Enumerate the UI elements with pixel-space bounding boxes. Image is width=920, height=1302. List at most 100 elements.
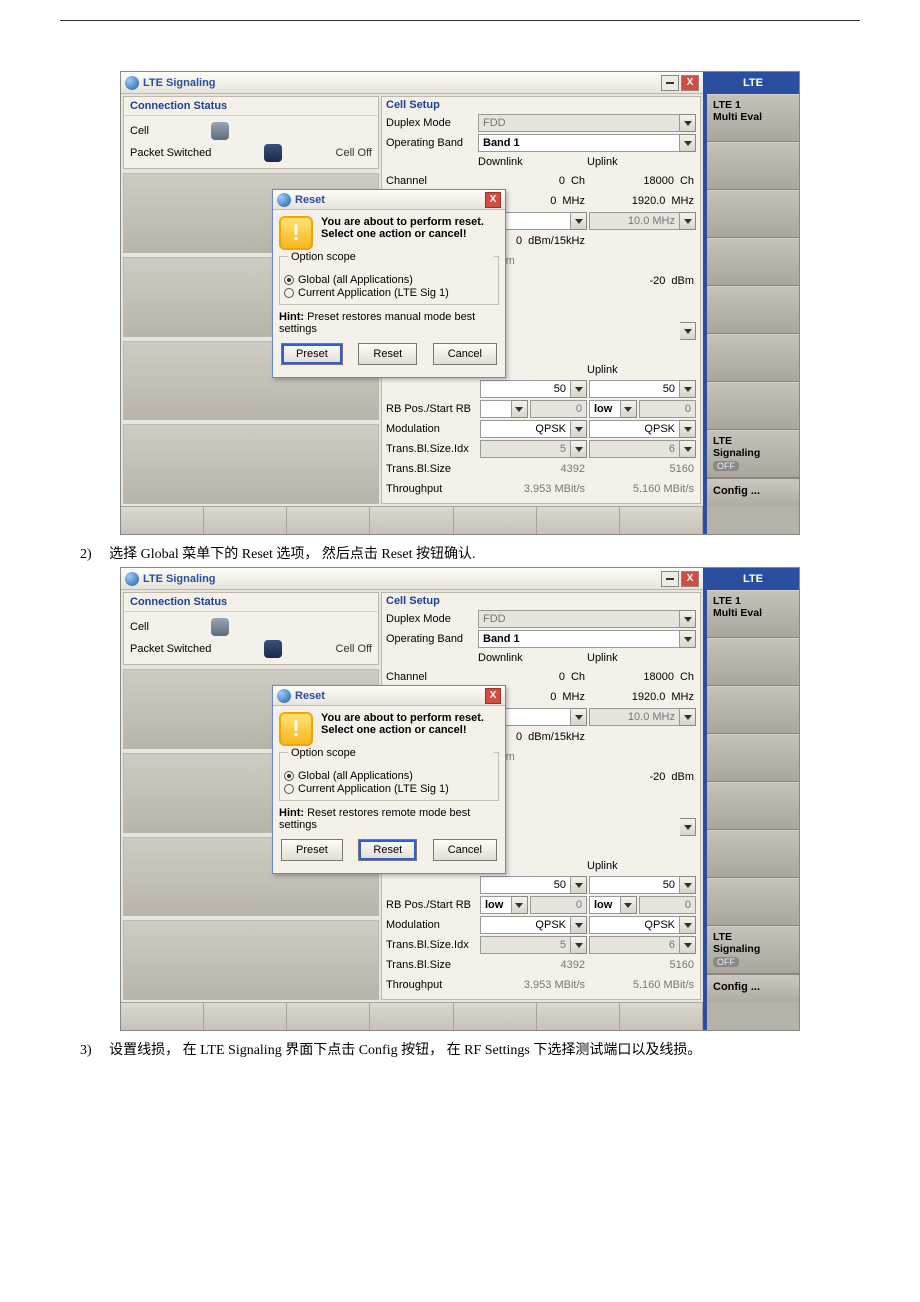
operating-band-dropdown[interactable] [680, 630, 696, 648]
bottom-cell[interactable] [287, 1003, 370, 1030]
pwr-val[interactable]: -20 [649, 771, 665, 783]
mod-ul-dropdown[interactable] [680, 420, 696, 438]
ul-50-dropdown[interactable] [680, 876, 696, 894]
dl-50-dropdown[interactable] [571, 876, 587, 894]
minimize-button[interactable] [661, 75, 679, 91]
chevron-down-icon [684, 715, 692, 720]
operating-band-label: Operating Band [386, 137, 478, 149]
dl-channel-val[interactable]: 0 [559, 671, 565, 683]
dl-50-field[interactable]: 50 [480, 876, 571, 894]
bottom-cell[interactable] [121, 1003, 204, 1030]
mod-dl-dropdown[interactable] [571, 420, 587, 438]
side-config-button[interactable]: Config ... [707, 974, 799, 1002]
ro-mhz-dropdown [680, 212, 696, 230]
rb-dl-dropdown[interactable] [512, 400, 528, 418]
mod-dl-field[interactable]: QPSK [480, 916, 571, 934]
operating-band-dropdown[interactable] [680, 134, 696, 152]
side-lte-signaling[interactable]: LTE Signaling OFF [707, 430, 799, 478]
tbsidx-dl-dd [571, 936, 587, 954]
side-lte1-multieval[interactable]: LTE 1 Multi Eval [707, 94, 799, 142]
rb-ul-low[interactable]: low [589, 400, 621, 418]
bottom-cell[interactable] [537, 507, 620, 534]
tbs-ul: 5160 [670, 463, 694, 475]
close-button[interactable]: X [681, 75, 699, 91]
bottom-cell[interactable] [287, 507, 370, 534]
rb-label: RB Pos./Start RB [386, 403, 478, 415]
bottom-cell[interactable] [370, 1003, 453, 1030]
reset-button[interactable]: Reset [358, 343, 417, 365]
rb-dl-low[interactable] [480, 400, 512, 418]
mod-dl-dropdown[interactable] [571, 916, 587, 934]
side-empty-5 [707, 334, 799, 382]
caption-3: 3) 设置线损， 在 LTE Signaling 界面下点击 Config 按钮… [80, 1039, 920, 1059]
close-button[interactable]: X [681, 571, 699, 587]
rb-dl-dropdown[interactable] [512, 896, 528, 914]
reset-button[interactable]: Reset [358, 839, 417, 861]
hz-dropdown[interactable] [571, 708, 587, 726]
bottom-cell[interactable] [121, 507, 204, 534]
rb-dl-low[interactable]: low [480, 896, 512, 914]
chevron-down-icon [684, 121, 692, 126]
tbsidx-ul: 6 [589, 440, 680, 458]
rb-ul-low[interactable]: low [589, 896, 621, 914]
ul-50-dropdown[interactable] [680, 380, 696, 398]
cancel-button[interactable]: Cancel [433, 839, 497, 861]
radio-global[interactable]: Global (all Applications) [284, 770, 494, 782]
mod-ul-field[interactable]: QPSK [589, 420, 680, 438]
side-empty [707, 830, 799, 878]
rb-ul-dropdown[interactable] [621, 896, 637, 914]
duplex-mode-dropdown[interactable] [680, 114, 696, 132]
bottom-cell[interactable] [204, 1003, 287, 1030]
dl-50-field[interactable]: 50 [480, 380, 571, 398]
mod-ul-dropdown[interactable] [680, 916, 696, 934]
tbsidx-ul-dd [680, 936, 696, 954]
chevron-down-icon [624, 903, 632, 908]
dl-channel-val[interactable]: 0 [559, 175, 565, 187]
tbsidx-dl: 5 [480, 936, 571, 954]
bottom-cell[interactable] [620, 1003, 703, 1030]
status-cell-label: Cell [130, 621, 149, 633]
ul-channel-val[interactable]: 18000 [643, 671, 674, 683]
operating-band-field[interactable]: Band 1 [478, 630, 680, 648]
preset-button[interactable]: Preset [281, 343, 343, 365]
cancel-button[interactable]: Cancel [433, 343, 497, 365]
tbsidx-label: Trans.Bl.Size.Idx [386, 939, 478, 951]
window-title: LTE Signaling [143, 573, 216, 585]
dialog-close-button[interactable]: X [485, 688, 501, 704]
spare-dropdown[interactable] [680, 322, 696, 340]
preset-button[interactable]: Preset [281, 839, 343, 861]
duplex-mode-dropdown[interactable] [680, 610, 696, 628]
dialog-close-button[interactable]: X [485, 192, 501, 208]
window-title: LTE Signaling [143, 77, 216, 89]
spare-dropdown[interactable] [680, 818, 696, 836]
mod-ul-field[interactable]: QPSK [589, 916, 680, 934]
bottom-cell[interactable] [454, 1003, 537, 1030]
bottom-cell[interactable] [370, 507, 453, 534]
bottom-cell[interactable] [537, 1003, 620, 1030]
radio-current[interactable]: Current Application (LTE Sig 1) [284, 287, 494, 299]
side-config-button[interactable]: Config ... [707, 478, 799, 506]
ul-50-field[interactable]: 50 [589, 876, 680, 894]
operating-band-field[interactable]: Band 1 [478, 134, 680, 152]
bottom-cell[interactable] [204, 507, 287, 534]
mod-dl-field[interactable]: QPSK [480, 420, 571, 438]
hz-dropdown[interactable] [571, 212, 587, 230]
pwr-val[interactable]: -20 [649, 275, 665, 287]
ul-channel-val[interactable]: 18000 [643, 175, 674, 187]
radio-global[interactable]: Global (all Applications) [284, 274, 494, 286]
ul-50-field[interactable]: 50 [589, 380, 680, 398]
chevron-down-icon [684, 141, 692, 146]
app-window-2: LTE Signaling X LTE LTE 1 Multi Eval LTE… [120, 567, 800, 1031]
side-lte-signaling[interactable]: LTE Signaling OFF [707, 926, 799, 974]
cell-off-text: Cell Off [336, 643, 372, 655]
minimize-button[interactable] [661, 571, 679, 587]
radio-current[interactable]: Current Application (LTE Sig 1) [284, 783, 494, 795]
bottom-cell[interactable] [620, 507, 703, 534]
bottom-cell[interactable] [454, 507, 537, 534]
rb-dl-zero: 0 [530, 896, 588, 914]
dl-50-dropdown[interactable] [571, 380, 587, 398]
cell-setup-panel: Cell Setup Duplex ModeFDD Operating Band… [381, 592, 701, 1000]
side-lte1-multieval[interactable]: LTE 1 Multi Eval [707, 590, 799, 638]
rb-ul-dropdown[interactable] [621, 400, 637, 418]
ul-ch-unit: Ch [680, 671, 694, 683]
